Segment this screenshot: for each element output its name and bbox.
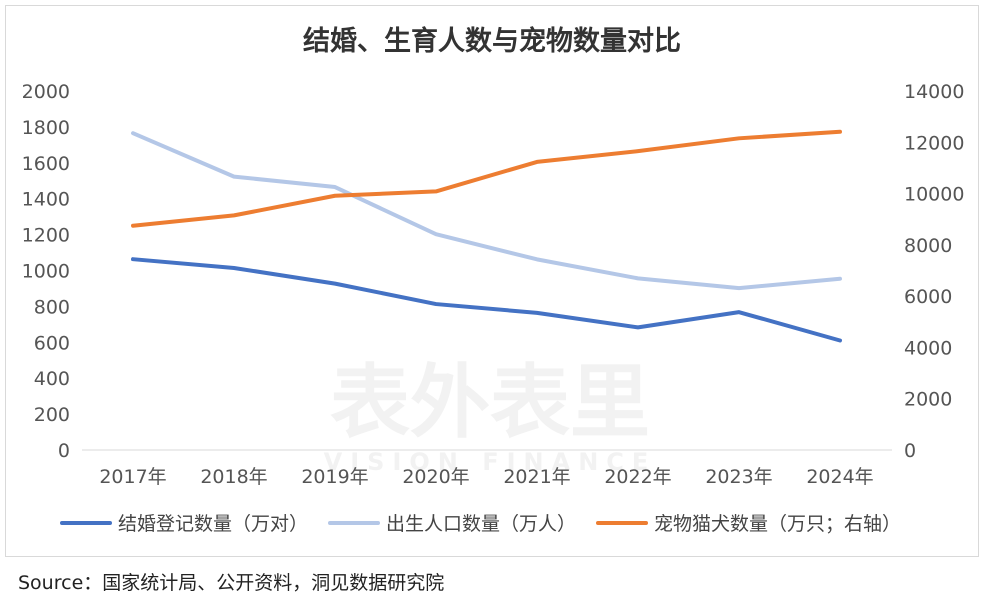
left-tick-label: 2000 <box>22 81 70 103</box>
x-tick-label: 2018年 <box>200 466 267 488</box>
legend-label: 结婚登记数量（万对） <box>118 513 308 535</box>
left-tick-label: 200 <box>34 404 70 426</box>
left-tick-label: 1600 <box>22 153 70 175</box>
legend-label: 宠物猫犬数量（万只；右轴） <box>654 513 901 535</box>
left-tick-label: 1200 <box>22 225 70 247</box>
left-tick-label: 0 <box>58 440 70 462</box>
source-note: Source：国家统计局、公开资料，洞见数据研究院 <box>18 568 444 595</box>
right-tick-label: 12000 <box>904 132 964 154</box>
left-tick-label: 1800 <box>22 117 70 139</box>
legend-label: 出生人口数量（万人） <box>386 513 576 535</box>
x-tick-label: 2019年 <box>301 466 368 488</box>
right-tick-label: 10000 <box>904 184 964 206</box>
right-tick-label: 6000 <box>904 286 952 308</box>
x-tick-label: 2020年 <box>402 466 469 488</box>
right-tick-label: 2000 <box>904 389 952 411</box>
series-line-1 <box>133 133 840 288</box>
x-tick-label: 2022年 <box>604 466 671 488</box>
chart-title: 结婚、生育人数与宠物数量对比 <box>303 25 681 57</box>
left-tick-label: 1000 <box>22 261 70 283</box>
left-tick-label: 800 <box>34 296 70 318</box>
right-tick-label: 14000 <box>904 81 964 103</box>
left-tick-label: 1400 <box>22 189 70 211</box>
x-tick-label: 2017年 <box>99 466 166 488</box>
right-tick-label: 8000 <box>904 235 952 257</box>
x-tick-label: 2023年 <box>705 466 772 488</box>
watermark-logo: 表外表里 <box>330 356 650 449</box>
right-tick-label: 0 <box>904 440 916 462</box>
x-tick-label: 2024年 <box>806 466 873 488</box>
line-chart: 表外表里 VISION FINANCE 结婚、生育人数与宠物数量对比 02004… <box>0 0 985 560</box>
x-tick-label: 2021年 <box>503 466 570 488</box>
right-tick-label: 4000 <box>904 337 952 359</box>
left-tick-label: 400 <box>34 368 70 390</box>
left-tick-label: 600 <box>34 332 70 354</box>
series-line-0 <box>133 259 840 340</box>
